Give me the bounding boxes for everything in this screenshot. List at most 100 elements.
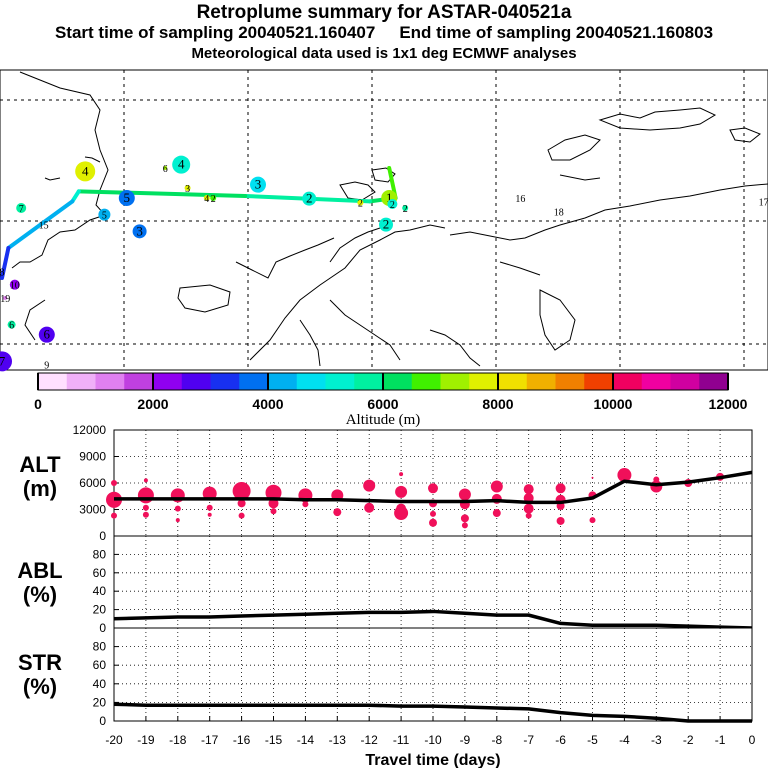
alt-scatter-point (174, 505, 181, 512)
alt-scatter-point (653, 476, 660, 483)
x-tick-label: -18 (169, 733, 187, 747)
cluster-label: 6 (9, 321, 14, 332)
alt-scatter-point (523, 484, 534, 495)
alt-scatter-point (523, 493, 534, 504)
colorbar-swatch (555, 373, 585, 390)
alt-scatter-point (333, 508, 342, 517)
x-axis-label: Travel time (days) (365, 752, 500, 768)
trajectory-segment (6, 199, 75, 250)
alt-scatter-point (460, 514, 469, 523)
time-series-panels: 030006000900012000ALT(m)020406080ABL(%)0… (17, 423, 755, 768)
colorbar-swatch (210, 373, 240, 390)
alt-scatter-point (363, 479, 376, 492)
colorbar-tick-label: 4000 (252, 396, 283, 412)
x-tick-label: -11 (393, 733, 410, 747)
alt-scatter-point (237, 499, 246, 508)
cluster-label: 4 (178, 157, 185, 172)
abl-panel: 0 20 40 60 80 ABL(%) (17, 535, 753, 635)
cluster-label: 2 (211, 194, 216, 205)
y-tick-label: 80 (93, 547, 107, 561)
alt-scatter-point (399, 472, 404, 477)
y-tick-label: 80 (93, 640, 107, 654)
colorbar-swatch (440, 373, 470, 390)
cluster-label: 2 (306, 191, 313, 206)
x-tick-label: -17 (201, 733, 219, 747)
cluster-label: 6 (44, 327, 51, 342)
str-panel: 0 20 40 60 80 STR(%) (18, 627, 753, 728)
cluster-marker (203, 195, 210, 201)
alt-scatter-point (523, 503, 534, 514)
alt-scatter-point (490, 480, 503, 493)
colorbar-swatch (181, 373, 211, 390)
alt-scatter-point (265, 484, 282, 501)
colorbar-swatch (383, 373, 413, 390)
sampling-times: Start time of sampling 20040521.160407 En… (0, 23, 768, 43)
alt-scatter-point (492, 509, 501, 518)
met-data-label: Meteorological data used is 1x1 deg ECMW… (191, 45, 577, 62)
x-tick-label: -7 (523, 733, 534, 747)
cluster-label: 8 (0, 267, 5, 278)
cluster-label: 10 (10, 281, 20, 292)
y-tick-label: 12000 (73, 423, 107, 437)
x-tick-label: -15 (265, 733, 283, 747)
alt-scatter-point (461, 522, 468, 529)
cluster-label: 5 (124, 190, 131, 205)
cluster-label: 17 (759, 197, 768, 208)
coastlines (11, 71, 768, 367)
alt-scatter-point (175, 518, 180, 523)
colorbar-swatch (268, 373, 298, 390)
colorbar-swatch (239, 373, 269, 390)
x-tick-label: -16 (233, 733, 251, 747)
y-tick-label: 60 (93, 566, 107, 580)
colorbar-swatch (66, 373, 96, 390)
colorbar-tick-label: 8000 (482, 396, 513, 412)
alt-scatter-point (429, 518, 437, 527)
cluster-label: 19 (0, 294, 10, 305)
y-tick-label: 20 (93, 695, 107, 709)
cluster-label: 4 (82, 163, 89, 178)
y-tick-label: 0 (99, 529, 106, 543)
cluster-marker (3, 296, 8, 300)
alt-scatter-point (202, 486, 217, 501)
colorbar-tick-label: 12000 (709, 396, 748, 412)
cluster-label: 18 (554, 207, 564, 218)
chart-title: Retroplume summary for ASTAR-040521a (196, 2, 572, 23)
cluster-label: 2 (358, 199, 363, 210)
colorbar-label: Altitude (m) (346, 412, 421, 428)
colorbar-swatch (124, 373, 154, 390)
panel-ylabel: ALT (19, 452, 61, 477)
cluster-label: 3 (185, 184, 190, 195)
alt-scatter-point (238, 512, 245, 519)
colorbar-tick-label: 2000 (137, 396, 168, 412)
colorbar-swatch (153, 373, 183, 390)
alt-scatter-point (111, 480, 117, 486)
alt-scatter-point (302, 501, 309, 508)
cluster-label: 4 (204, 194, 209, 205)
cluster-marker (98, 208, 111, 221)
map-graticule (0, 70, 768, 370)
alt-scatter-point (137, 487, 154, 504)
cluster-label: 5 (102, 211, 107, 222)
cluster-label: 3 (255, 177, 262, 192)
alt-scatter-point (428, 483, 438, 494)
x-tick-label: -3 (651, 733, 662, 747)
y-tick-label: 6000 (79, 476, 106, 490)
colorbar-swatch (95, 373, 125, 390)
y-tick-label: 3000 (79, 503, 106, 517)
x-tick-label: -12 (361, 733, 379, 747)
cluster-label: 1 (386, 190, 393, 205)
cluster-marker (379, 217, 393, 232)
alt-scatter-point (430, 510, 436, 517)
alt-scatter-point (143, 478, 148, 483)
cluster-marker (75, 161, 96, 182)
x-tick-label: -1 (715, 733, 726, 747)
x-tick-label: -8 (491, 733, 502, 747)
colorbar-tick-label: 10000 (594, 396, 633, 412)
colorbar-swatch (670, 373, 700, 390)
cluster-marker (184, 185, 191, 191)
series-line (113, 702, 752, 723)
colorbar-swatch (641, 373, 671, 390)
